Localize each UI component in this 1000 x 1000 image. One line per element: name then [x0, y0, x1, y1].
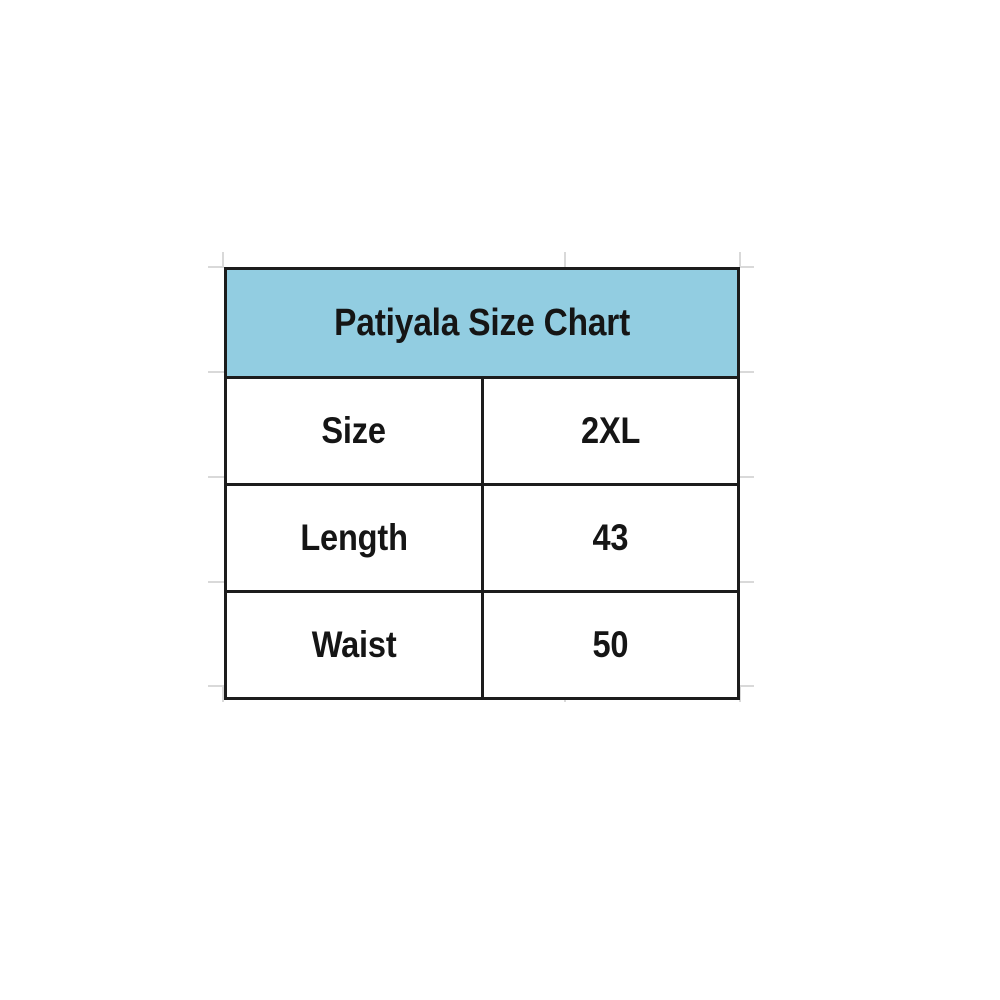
gridline-tick-right-header-top	[740, 266, 754, 268]
gridline-tick-left-row-1	[208, 476, 224, 478]
size-chart-table: Patiyala Size Chart Size 2XL Length	[224, 267, 740, 700]
gridline-tick-right-row-2	[740, 581, 754, 583]
table-row: Size 2XL	[224, 376, 740, 486]
row-label-text: Waist	[311, 624, 397, 665]
gridline-tick-bottom-right	[739, 686, 741, 702]
gridline-tick-left-row-2	[208, 581, 224, 583]
row-label-size: Size	[224, 376, 484, 486]
row-label-waist: Waist	[224, 590, 484, 700]
row-value-text: 50	[592, 624, 629, 665]
gridline-tick-top-left	[222, 252, 224, 268]
row-label-length: Length	[224, 483, 484, 593]
gridline-tick-right-header-bottom	[740, 371, 754, 373]
row-value-text: 43	[592, 517, 629, 558]
row-value-waist: 50	[480, 590, 740, 700]
chart-title: Patiyala Size Chart	[334, 301, 630, 344]
gridline-tick-bottom-left	[222, 686, 224, 702]
gridline-tick-right-row-1	[740, 476, 754, 478]
row-label-text: Size	[321, 410, 387, 451]
row-label-text: Length	[300, 517, 408, 558]
gridline-tick-top-middle	[564, 252, 566, 268]
gridline-tick-left-header-bottom	[208, 371, 224, 373]
gridline-tick-left-row-3	[208, 685, 224, 687]
size-chart-table-container: Patiyala Size Chart Size 2XL Length	[224, 267, 740, 700]
gridline-tick-top-right	[739, 252, 741, 268]
row-value-length: 43	[480, 483, 740, 593]
row-value-text: 2XL	[580, 410, 640, 451]
chart-title-cell: Patiyala Size Chart	[224, 267, 740, 379]
gridline-tick-right-row-3	[740, 685, 754, 687]
table-row: Waist 50	[224, 590, 740, 700]
table-row: Length 43	[224, 483, 740, 593]
table-header-row: Patiyala Size Chart	[224, 267, 740, 379]
gridline-tick-left-header-top	[208, 266, 224, 268]
row-value-size: 2XL	[480, 376, 740, 486]
